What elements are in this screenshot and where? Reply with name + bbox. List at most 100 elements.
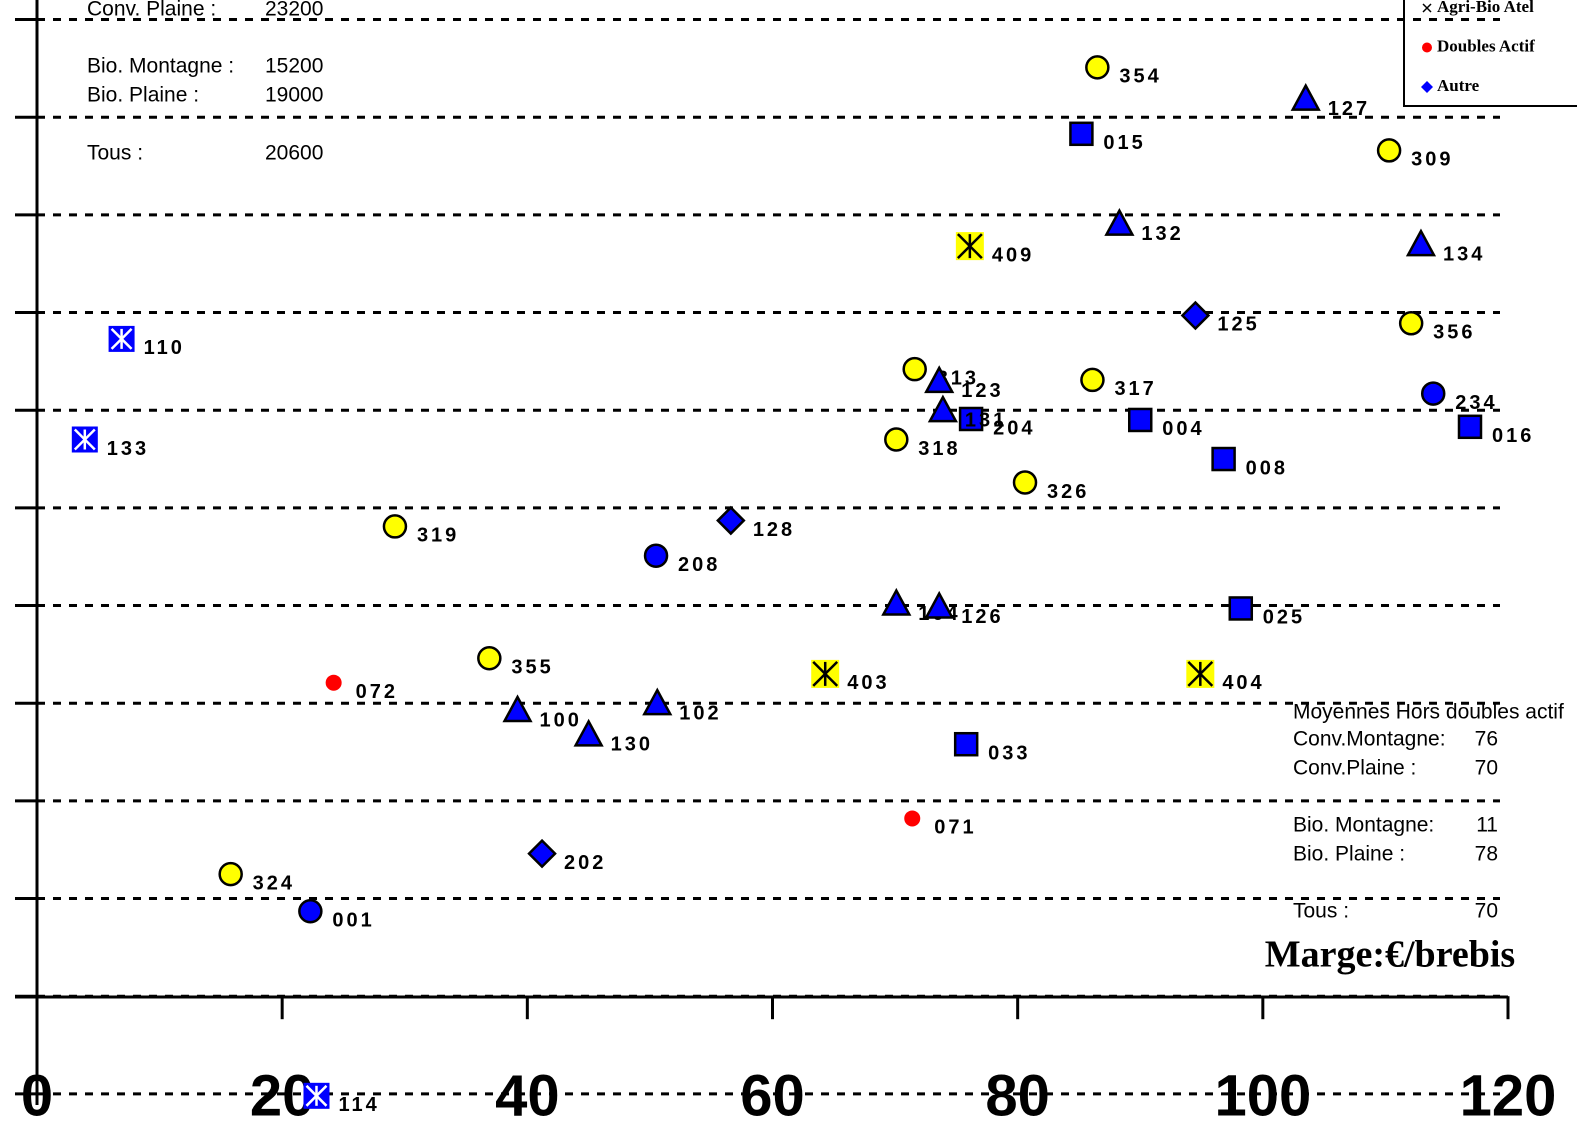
point-label: 016: [1492, 425, 1534, 447]
point-label: 033: [988, 742, 1030, 764]
point-label: 004: [1162, 418, 1204, 440]
point: [108, 325, 135, 352]
point: [1069, 121, 1094, 147]
point: [1104, 208, 1135, 236]
point: [884, 427, 909, 452]
point-label: 126: [961, 606, 1003, 628]
point-label: 318: [918, 438, 960, 460]
marker-shape: [642, 687, 673, 716]
marker-shape: [1228, 596, 1254, 621]
point: [573, 718, 604, 747]
marker-shape: [1290, 82, 1321, 111]
point-label: 110: [144, 337, 185, 359]
star-stroke: [110, 328, 133, 350]
point: [958, 406, 984, 432]
legend-label: Doubles Actif: [1437, 36, 1535, 55]
point: [1085, 55, 1110, 80]
point-label: 127: [1328, 98, 1370, 120]
point: [904, 810, 921, 827]
marker-shape: [1012, 470, 1038, 495]
point: [881, 587, 912, 616]
x-tick-label: 80: [985, 1063, 1050, 1128]
marker-shape: [477, 646, 502, 671]
marker-shape: [884, 427, 909, 452]
annotation-label: Conv.Plaine :: [1293, 757, 1416, 780]
point: [924, 365, 955, 394]
point: [1012, 470, 1038, 495]
annotation-value: 19000: [265, 84, 323, 107]
point: [902, 356, 927, 382]
point-label: 025: [1263, 607, 1305, 629]
point-label: 356: [1433, 322, 1475, 344]
marker-shape: [716, 505, 746, 536]
annotation-value: 11: [1476, 814, 1498, 837]
point-label: 204: [993, 417, 1035, 439]
point: [1080, 367, 1105, 393]
marker-shape: [527, 838, 557, 869]
marker-shape: [924, 590, 955, 619]
point: [953, 731, 979, 757]
point-label: 114: [338, 1094, 379, 1116]
point-label: 102: [679, 702, 721, 724]
point: [298, 898, 323, 924]
point-label: 355: [511, 657, 553, 679]
point: [1398, 311, 1424, 336]
point: [716, 505, 746, 536]
point: [927, 394, 958, 423]
point-label: 132: [1141, 223, 1183, 245]
annotation-value: 78: [1475, 843, 1498, 866]
point-label: 234: [1455, 392, 1497, 414]
point: [1420, 381, 1446, 406]
point-label: 128: [753, 519, 795, 541]
point-label: 326: [1047, 481, 1089, 503]
legend-box: [1403, 0, 1577, 107]
point: [643, 543, 669, 568]
point: [477, 646, 502, 671]
marker-shape: [1398, 311, 1424, 336]
annotation-value: 76: [1475, 728, 1498, 751]
x-tick-label: 60: [740, 1063, 805, 1128]
legend-marker: [1422, 3, 1432, 13]
point: [303, 1082, 330, 1109]
x-tick-label: 100: [1214, 1063, 1311, 1128]
point-label: 130: [611, 734, 653, 756]
point: [71, 426, 98, 453]
marker-shape: [1080, 367, 1105, 393]
legend-label: Agri-Bio Atel: [1437, 0, 1534, 16]
marker-shape: [902, 356, 927, 382]
marker-shape: [643, 543, 669, 568]
point: [527, 838, 557, 869]
point-label: 131: [965, 409, 1007, 431]
point-label: 100: [540, 709, 582, 731]
point-label: 309: [1411, 149, 1453, 171]
point: [1405, 228, 1437, 257]
marker-shape: [927, 394, 958, 423]
point-label: 202: [564, 852, 606, 874]
marker-shape: [1085, 55, 1110, 80]
point-label: 324: [253, 872, 295, 894]
point-label: 404: [1222, 672, 1264, 694]
point-label: 133: [107, 438, 149, 460]
marker-shape: [1420, 381, 1446, 406]
marker-shape: [924, 365, 955, 394]
point-label: 125: [1217, 314, 1259, 336]
point: [642, 687, 673, 716]
annotation-value: 23200: [265, 0, 323, 21]
point: [811, 659, 840, 688]
point: [1290, 82, 1321, 111]
annotation-value: 70: [1475, 757, 1498, 780]
point-label: 317: [1114, 378, 1156, 400]
marker-shape: [218, 861, 243, 887]
marker-shape: [298, 898, 323, 924]
legend-marker: [1421, 81, 1433, 93]
point: [1186, 659, 1215, 688]
point-label: 319: [417, 525, 459, 547]
point: [924, 590, 955, 619]
marker-shape: [1180, 300, 1211, 331]
point: [1228, 596, 1254, 621]
x-tick-label: 120: [1460, 1063, 1557, 1128]
marker-shape: [1405, 228, 1437, 257]
marker-shape: [958, 406, 984, 432]
annotation-label: Conv.Montagne:: [1293, 728, 1446, 751]
